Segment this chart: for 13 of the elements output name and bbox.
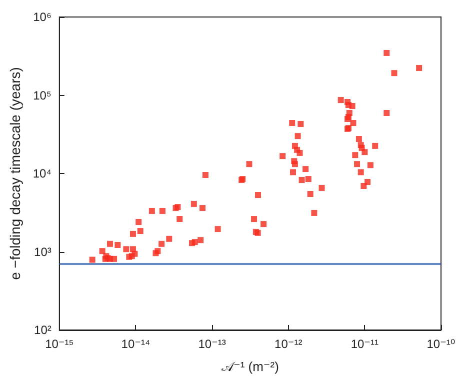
x-tick-label: 10⁻¹⁰ <box>426 337 456 351</box>
y-tick-label: 10² <box>34 323 52 337</box>
y-axis-title: e −folding decay timescale (years) <box>7 67 23 280</box>
y-tick-label: 10⁶ <box>33 10 52 24</box>
x-axis-title: 𝒜⁻¹ (m⁻²) <box>221 359 279 374</box>
y-tick-label: 10⁴ <box>32 166 52 180</box>
x-tick-label: 10⁻¹⁵ <box>45 337 74 351</box>
y-tick-label: 10⁵ <box>33 88 52 102</box>
x-tick-label: 10⁻¹¹ <box>350 337 379 351</box>
x-tick-label: 10⁻¹⁴ <box>121 337 150 351</box>
x-tick-label: 10⁻¹³ <box>198 337 226 351</box>
x-tick-label: 10⁻¹² <box>274 337 302 351</box>
y-tick-label: 10³ <box>34 244 52 259</box>
